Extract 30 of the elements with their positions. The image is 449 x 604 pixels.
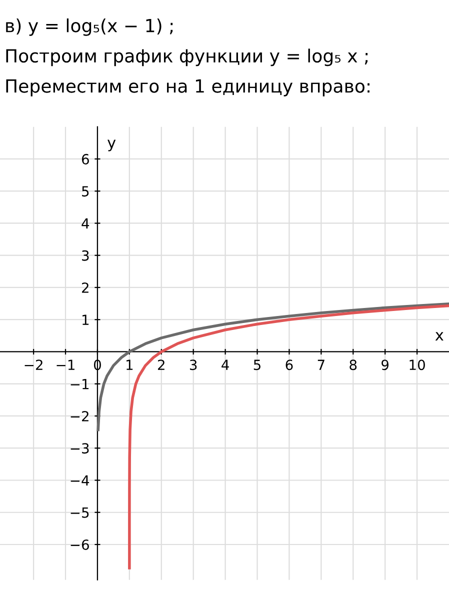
y-tick-label: 3 — [82, 250, 89, 261]
y-tick-label: 1 — [82, 314, 89, 325]
x-tick-label: 8 — [350, 360, 357, 370]
x-axis-title: x — [435, 332, 444, 341]
y-tick-label: 6 — [82, 154, 89, 164]
x-tick-label: 3 — [190, 360, 197, 370]
y-tick-label: 2 — [82, 282, 88, 293]
y-tick-label: −5 — [70, 508, 89, 518]
x-tick-label: 9 — [382, 360, 389, 370]
line-series — [128, 304, 449, 570]
y-tick-label: −2 — [70, 410, 88, 422]
x-tick-label: 2 — [158, 360, 164, 370]
y-tick-label: −3 — [70, 443, 89, 454]
y-tick-label: −1 — [70, 379, 89, 390]
y-tick-label: 5 — [82, 186, 89, 197]
text: Построим график функции y = log₅ x ; — [6, 48, 368, 66]
y-tick-label: −4 — [70, 475, 90, 486]
y-axis-title: y — [108, 140, 116, 152]
x-tick-label: −2 — [24, 360, 42, 370]
x-tick-label: 10 — [410, 360, 425, 370]
x-tick-label: −1 — [56, 360, 74, 370]
x-tick-label: 6 — [286, 360, 293, 370]
y-tick-label: 4 — [82, 218, 90, 228]
x-tick-label: 1 — [126, 360, 133, 370]
chart-title: в) y = log₅(x − 1) ; — [6, 18, 173, 36]
x-tick-label: 7 — [318, 360, 324, 370]
text: Переместим его на 1 единицу вправо: — [6, 79, 370, 96]
y-tick-label: −6 — [70, 539, 89, 550]
x-tick-label: 4 — [222, 360, 229, 370]
x-tick-label: 5 — [254, 360, 260, 370]
